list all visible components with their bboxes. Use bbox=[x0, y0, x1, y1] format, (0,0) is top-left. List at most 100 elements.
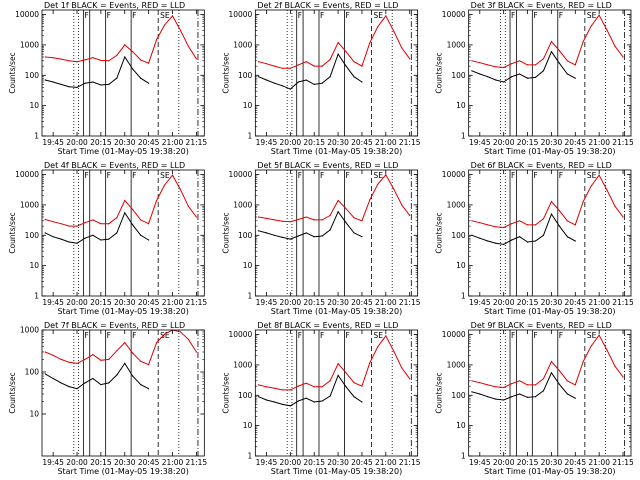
lld-point bbox=[622, 216, 624, 218]
flag-label-1: SE bbox=[587, 331, 597, 340]
x-tick-label-2: 20:00 bbox=[66, 458, 88, 467]
y-tick-label-2: 10 bbox=[456, 421, 466, 430]
lld-point bbox=[534, 64, 537, 66]
lld-point bbox=[265, 63, 268, 65]
lld-point bbox=[534, 224, 537, 226]
flag-label-1: SE bbox=[160, 171, 170, 180]
events-point bbox=[84, 382, 86, 384]
y-tick-label-1: 10 bbox=[29, 410, 39, 419]
lld-point bbox=[606, 29, 608, 31]
lld-point bbox=[76, 225, 78, 227]
flag-F-1: F bbox=[84, 11, 88, 20]
lld-point bbox=[179, 189, 182, 191]
events-point bbox=[289, 238, 291, 240]
flag-F-1: F bbox=[511, 11, 515, 20]
events-point bbox=[526, 396, 529, 398]
lld-point bbox=[92, 354, 94, 356]
x-tick-label-5: 20:45 bbox=[138, 138, 160, 147]
series-lld bbox=[45, 15, 197, 64]
lld-point bbox=[590, 25, 592, 27]
flag-F-1: F bbox=[298, 331, 302, 340]
y-tick-label-3: 100 bbox=[451, 71, 466, 80]
events-point bbox=[495, 398, 497, 400]
lld-point bbox=[558, 50, 560, 52]
x-axis-label: Start Time (01-May-05 19:38:20) bbox=[57, 147, 188, 156]
flag-F-3: F bbox=[559, 171, 563, 180]
y-tick-label-2: 10 bbox=[243, 421, 253, 430]
events-point bbox=[566, 73, 568, 75]
lld-point bbox=[337, 41, 339, 44]
lld-point bbox=[60, 58, 62, 60]
y-tick-label-2: 10 bbox=[456, 261, 466, 270]
x-tick-label-4: 20:30 bbox=[541, 298, 563, 307]
x-tick-label-1: 19:45 bbox=[256, 458, 278, 467]
lld-point bbox=[369, 199, 371, 201]
lld-point bbox=[329, 58, 331, 61]
events-point bbox=[100, 84, 102, 86]
events-point bbox=[361, 401, 363, 403]
lld-point bbox=[345, 51, 347, 53]
lld-point bbox=[84, 59, 86, 61]
y-tick-label-1: 1 bbox=[34, 292, 39, 301]
y-tick-label-3: 100 bbox=[25, 71, 40, 80]
x-tick-label-3: 20:15 bbox=[303, 298, 325, 307]
events-point bbox=[487, 396, 489, 398]
lld-point bbox=[503, 386, 505, 389]
events-point bbox=[479, 393, 481, 395]
y-tick-label-1: 1 bbox=[248, 452, 253, 461]
x-tick-label-5: 20:45 bbox=[351, 138, 373, 147]
lld-point bbox=[297, 218, 299, 221]
lld-point bbox=[409, 58, 411, 60]
events-point bbox=[84, 82, 86, 84]
panel-3: F F F SE 1 10 100 1000 10000 19:45 20:00 20:15 20:30… bbox=[435, 1, 634, 156]
x-tick-label-4: 20:30 bbox=[114, 458, 136, 467]
panel-9: F F F SE 1 10 100 1000 10000 19:45 20:00 20:15 20:30… bbox=[435, 321, 634, 476]
lld-point bbox=[337, 363, 339, 365]
x-tick-label-7: 21:15 bbox=[399, 298, 421, 307]
plot-frame bbox=[254, 9, 419, 137]
chart-title: Det 3f BLACK = Events, RED = LLD bbox=[471, 1, 612, 10]
lld-point bbox=[171, 15, 174, 17]
lld-point bbox=[124, 44, 126, 46]
x-tick-label-6: 21:00 bbox=[375, 298, 397, 307]
series-events bbox=[258, 52, 363, 90]
lld-point bbox=[108, 60, 110, 62]
events-point bbox=[124, 56, 126, 58]
events-point bbox=[44, 373, 46, 375]
series-events bbox=[258, 210, 363, 240]
flag-F-3: F bbox=[345, 11, 349, 20]
lld-point bbox=[385, 335, 387, 337]
y-tick-label-5: 10000 bbox=[442, 330, 466, 339]
events-point bbox=[361, 236, 363, 238]
y-tick-label-5: 10000 bbox=[15, 10, 39, 19]
events-point bbox=[526, 77, 529, 79]
x-tick-label-4: 20:30 bbox=[327, 138, 349, 147]
lld-point bbox=[321, 386, 323, 388]
events-point bbox=[313, 83, 315, 85]
lld-point bbox=[337, 199, 339, 202]
events-point bbox=[345, 386, 347, 388]
events-point bbox=[140, 77, 142, 79]
lld-point bbox=[590, 185, 592, 187]
x-tick-label-6: 21:00 bbox=[162, 298, 184, 307]
flag-F-1: F bbox=[84, 331, 88, 340]
flag-label-1: SE bbox=[374, 331, 384, 340]
lld-point bbox=[116, 217, 118, 219]
x-tick-label-6: 21:00 bbox=[375, 458, 397, 467]
lld-point bbox=[385, 174, 387, 176]
flag-F-1: F bbox=[84, 171, 88, 180]
events-point bbox=[313, 236, 315, 238]
lld-point bbox=[487, 64, 489, 66]
events-point bbox=[76, 242, 78, 244]
events-point bbox=[132, 375, 134, 377]
events-point bbox=[44, 232, 46, 234]
events-point bbox=[132, 68, 134, 70]
events-point bbox=[518, 73, 521, 75]
lld-point bbox=[297, 385, 299, 387]
lld-point bbox=[503, 66, 505, 69]
lld-point bbox=[487, 384, 489, 386]
lld-point bbox=[116, 350, 118, 352]
flag-label-1: SE bbox=[587, 171, 597, 180]
flag-F-2: F bbox=[107, 11, 111, 20]
